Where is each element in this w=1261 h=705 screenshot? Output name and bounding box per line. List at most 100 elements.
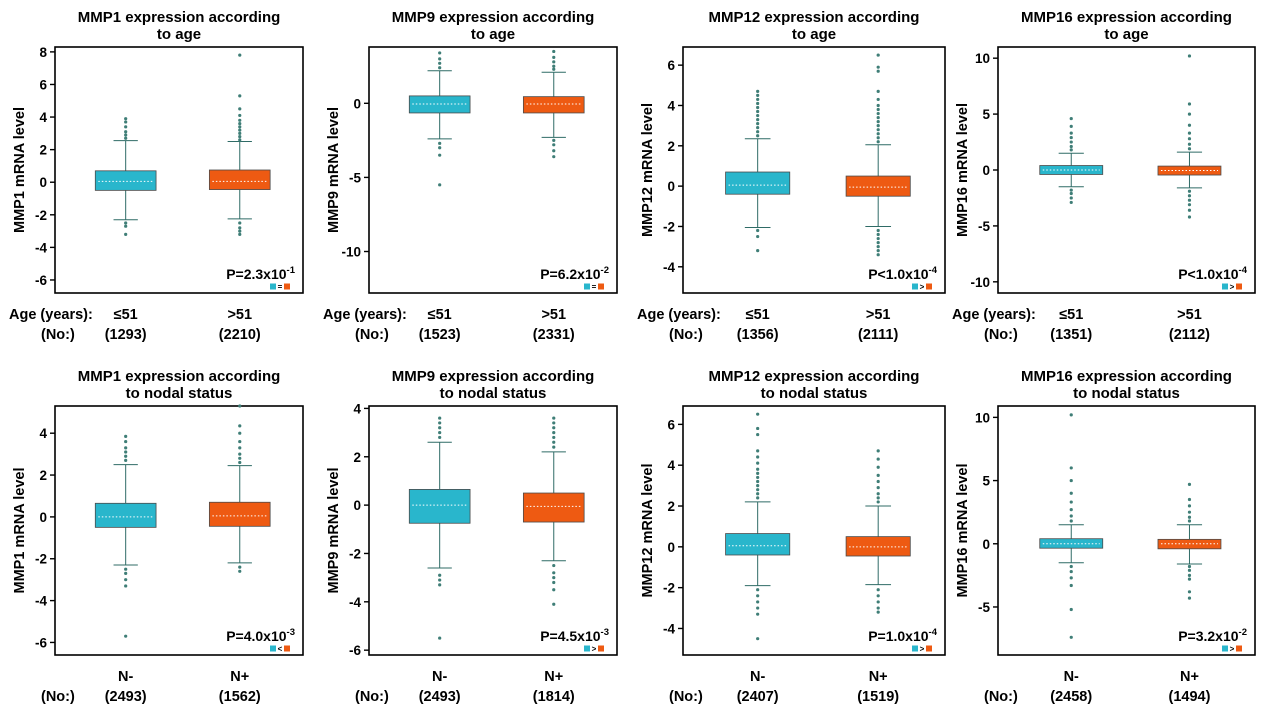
outlier-point <box>124 446 128 450</box>
outlier-point <box>756 461 760 465</box>
outlier-point <box>238 565 242 569</box>
outlier-point <box>1187 102 1192 106</box>
group-count: (1356) <box>737 327 779 343</box>
outlier-point <box>124 120 128 124</box>
group-count: (2493) <box>419 689 461 705</box>
group-label: N+ <box>230 669 249 685</box>
outlier-point <box>756 600 760 604</box>
plot-frame <box>682 405 946 656</box>
outlier-point <box>876 128 880 132</box>
outlier-point <box>1187 519 1192 523</box>
outlier-point <box>756 249 760 253</box>
legend-square-b <box>926 645 932 652</box>
panel-title: MMP9 expression according <box>392 9 595 26</box>
outlier-point <box>876 253 880 257</box>
outlier-point <box>1069 196 1073 200</box>
legend-square-a <box>584 283 590 290</box>
outlier-point <box>1187 194 1192 198</box>
outlier-point <box>876 120 880 124</box>
y-tick-label: 4 <box>39 110 47 125</box>
outlier-point <box>552 55 556 59</box>
y-tick-label: -6 <box>35 635 47 650</box>
y-tick-label: 5 <box>982 107 990 122</box>
outlier-point <box>238 135 242 139</box>
y-tick-label: -2 <box>35 208 47 223</box>
y-axis-label: MMP9 mRNA level <box>326 468 342 594</box>
outlier-point <box>876 245 880 249</box>
outlier-point <box>876 107 880 112</box>
panel-title: MMP16 expression according <box>1021 368 1232 385</box>
y-tick-label: 2 <box>39 143 47 158</box>
outlier-point <box>552 421 556 425</box>
outlier-point <box>552 588 556 592</box>
outlier-point <box>876 600 880 604</box>
y-tick-label: 2 <box>39 468 47 483</box>
outlier-point <box>876 53 880 57</box>
y-tick-label: -6 <box>349 643 361 658</box>
outlier-point <box>756 228 760 233</box>
outlier-point <box>124 125 128 129</box>
outlier-point <box>1069 116 1073 121</box>
outlier-point <box>124 136 128 140</box>
outlier-point <box>552 602 556 606</box>
group-count: (1523) <box>419 327 461 343</box>
group-count: (1814) <box>533 689 575 705</box>
group-label: N+ <box>1180 669 1199 685</box>
iqr-box <box>845 536 911 557</box>
outlier-point <box>238 569 242 573</box>
outlier-point <box>238 94 242 98</box>
panel-title: to age <box>471 26 515 43</box>
group-label: >51 <box>541 307 566 323</box>
outlier-point <box>552 155 556 159</box>
p-value: P=4.5x10-3 <box>540 627 609 644</box>
outlier-point <box>238 131 242 135</box>
outlier-point <box>876 606 880 610</box>
outlier-point <box>756 475 760 480</box>
legend-square-a <box>584 645 590 652</box>
outlier-point <box>876 449 880 453</box>
outlier-point <box>756 594 760 598</box>
panel-title: to nodal status <box>440 385 547 402</box>
count-label: (No:) <box>41 689 75 705</box>
legend-square-a <box>1222 645 1228 652</box>
y-axis-label: MMP12 mRNA level <box>640 463 656 597</box>
outlier-point <box>876 610 880 614</box>
comparison-symbol: > <box>592 645 597 654</box>
row-label: Age (years): <box>9 307 93 323</box>
outlier-point <box>756 637 760 641</box>
outlier-point <box>1187 577 1192 581</box>
box-group-b <box>208 404 271 573</box>
outlier-point <box>124 133 128 137</box>
panel-title: to age <box>792 26 836 43</box>
outlier-point <box>876 500 880 504</box>
p-value: P=4.0x10-3 <box>226 627 295 644</box>
comparison-symbol: > <box>1230 645 1235 654</box>
outlier-point <box>1187 215 1192 219</box>
panel-title: MMP9 expression according <box>392 368 595 385</box>
outlier-point <box>552 426 556 430</box>
iqr-box <box>408 489 471 524</box>
outlier-point <box>124 130 128 134</box>
y-tick-label: 8 <box>39 45 47 60</box>
y-tick-label: 2 <box>353 450 361 465</box>
outlier-point <box>1187 198 1192 202</box>
outlier-point <box>876 249 880 253</box>
outlier-point <box>1069 576 1073 580</box>
outlier-point <box>124 117 128 121</box>
y-tick-label: 4 <box>667 98 675 113</box>
count-label: (No:) <box>669 327 703 343</box>
y-tick-label: 6 <box>39 77 47 92</box>
iqr-box <box>522 96 585 114</box>
count-label: (No:) <box>669 689 703 705</box>
outlier-point <box>756 126 760 130</box>
outlier-point <box>438 416 442 420</box>
legend-square-b <box>1236 645 1242 652</box>
box-group-a <box>725 89 791 253</box>
legend-square-a <box>912 645 918 652</box>
outlier-point <box>1069 144 1073 149</box>
outlier-point <box>876 465 880 469</box>
outlier-point <box>238 121 242 126</box>
outlier-point <box>1069 569 1073 574</box>
